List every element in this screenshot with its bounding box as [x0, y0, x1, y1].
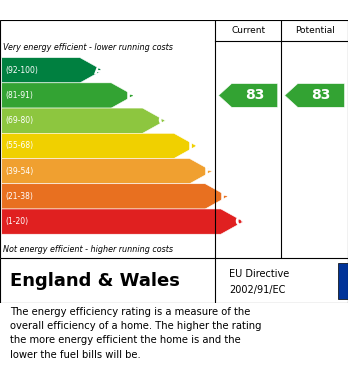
Polygon shape [219, 84, 278, 107]
Text: (21-38): (21-38) [5, 192, 33, 201]
Text: B: B [125, 88, 136, 102]
Text: Potential: Potential [295, 26, 334, 35]
Text: (92-100): (92-100) [5, 66, 38, 75]
Text: Very energy efficient - lower running costs: Very energy efficient - lower running co… [3, 43, 173, 52]
Text: 83: 83 [311, 88, 331, 102]
Text: D: D [188, 139, 199, 153]
Polygon shape [2, 57, 103, 83]
Text: (55-68): (55-68) [5, 142, 33, 151]
Text: Current: Current [231, 26, 265, 35]
Text: EU Directive: EU Directive [229, 269, 289, 279]
Polygon shape [285, 84, 345, 107]
Text: (39-54): (39-54) [5, 167, 33, 176]
Polygon shape [2, 184, 228, 209]
Text: Energy Efficiency Rating: Energy Efficiency Rating [9, 0, 230, 13]
Polygon shape [2, 83, 134, 108]
Polygon shape [2, 108, 165, 133]
Text: A: A [94, 63, 105, 77]
Text: The energy efficiency rating is a measure of the
overall efficiency of a home. T: The energy efficiency rating is a measur… [10, 307, 262, 360]
Text: (81-91): (81-91) [5, 91, 33, 100]
Text: England & Wales: England & Wales [10, 271, 180, 289]
Text: 2002/91/EC: 2002/91/EC [229, 285, 285, 294]
Text: G: G [235, 215, 246, 229]
Text: 83: 83 [245, 88, 264, 102]
Polygon shape [2, 158, 212, 184]
Text: F: F [220, 189, 229, 203]
Bar [338, 262, 348, 298]
Text: (1-20): (1-20) [5, 217, 28, 226]
Polygon shape [2, 133, 197, 158]
Polygon shape [2, 209, 244, 234]
Text: (69-80): (69-80) [5, 116, 33, 125]
Text: E: E [204, 164, 214, 178]
Text: Not energy efficient - higher running costs: Not energy efficient - higher running co… [3, 245, 174, 254]
Text: C: C [157, 114, 167, 128]
